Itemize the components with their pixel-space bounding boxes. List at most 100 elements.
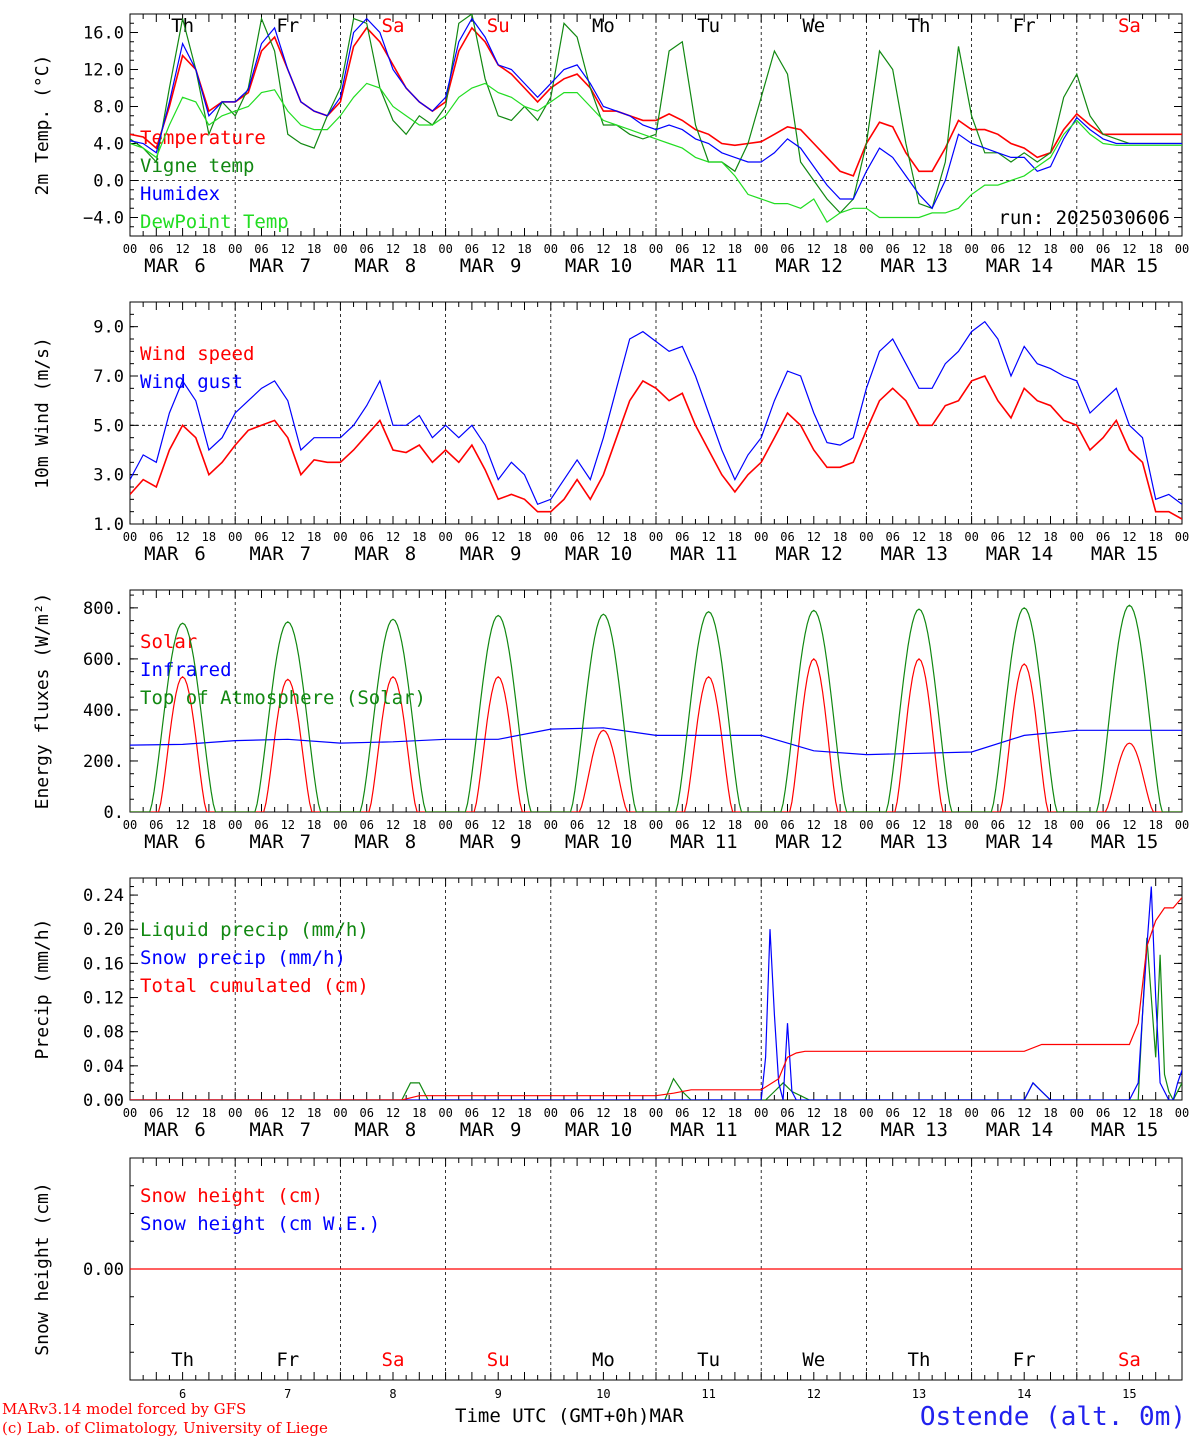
lab-credit: (c) Lab. of Climatology, University of L… — [2, 1419, 328, 1437]
station-name: Ostende (alt. 0m) — [919, 1402, 1186, 1432]
day-number-label: 14 — [1030, 543, 1053, 565]
hour-tick-label: 18 — [622, 1106, 636, 1120]
day-number-label: 12 — [820, 255, 843, 277]
month-label: MAR — [986, 543, 1021, 565]
day-number-label: 14 — [1030, 831, 1053, 853]
month-label: MAR — [460, 1119, 495, 1141]
month-label: MAR — [144, 255, 179, 277]
hour-tick-label: 12 — [491, 242, 505, 256]
hour-tick-label: 06 — [359, 1106, 373, 1120]
series-line-wind-speed — [130, 375, 1182, 520]
model-credit: MARv3.14 model forced by GFS — [2, 1400, 247, 1418]
month-label: MAR — [355, 543, 390, 565]
month-label: MAR — [1091, 543, 1126, 565]
hour-tick-label: 06 — [254, 530, 268, 544]
hour-tick-label: 12 — [701, 818, 715, 832]
month-label: MAR — [144, 831, 179, 853]
legend-entry: Solar — [140, 631, 197, 653]
y-axis-label: 10m Wind (m/s) — [32, 337, 53, 489]
hour-tick-label: 12 — [491, 1106, 505, 1120]
hour-tick-label: 00 — [859, 818, 873, 832]
day-number-label: 11 — [701, 1387, 715, 1401]
y-tick-label: 5.0 — [93, 416, 124, 436]
hour-tick-label: 06 — [1096, 1106, 1110, 1120]
y-axis-label: Snow height (cm) — [32, 1182, 53, 1355]
hour-tick-label: 18 — [728, 242, 742, 256]
hour-tick-label: 06 — [359, 242, 373, 256]
hour-tick-label: 18 — [1043, 242, 1057, 256]
hour-tick-label: 12 — [175, 530, 189, 544]
y-tick-label: 0.24 — [83, 886, 124, 906]
hour-tick-label: 12 — [175, 242, 189, 256]
day-number-label: 8 — [405, 1119, 416, 1141]
hour-tick-label: 18 — [517, 1106, 531, 1120]
hour-tick-label: 18 — [517, 242, 531, 256]
legend-entry: Infrared — [140, 659, 232, 681]
day-number-label: 7 — [284, 1387, 291, 1401]
day-number-label: 14 — [1017, 1387, 1031, 1401]
weekday-label: Tu — [697, 15, 720, 37]
legend-entry: DewPoint Temp — [140, 211, 289, 233]
hour-tick-label: 00 — [544, 530, 558, 544]
hour-tick-label: 18 — [307, 818, 321, 832]
legend-entry: Temperature — [140, 127, 266, 149]
weekday-label: Th — [908, 15, 931, 37]
y-tick-label: 0.00 — [83, 1260, 124, 1280]
hour-tick-label: 18 — [1043, 530, 1057, 544]
weekday-label: We — [802, 1349, 825, 1371]
day-number-label: 11 — [715, 255, 738, 277]
day-number-label: 9 — [495, 1387, 502, 1401]
day-number-label: 6 — [194, 543, 205, 565]
legend-entry: Top of Atmosphere (Solar) — [140, 687, 426, 709]
y-axis-label: Precip (mm/h) — [32, 919, 53, 1060]
hour-tick-label: 00 — [649, 1106, 663, 1120]
y-tick-label: 0.00 — [83, 1091, 124, 1111]
hour-tick-label: 18 — [938, 818, 952, 832]
month-label: MAR — [670, 543, 705, 565]
month-label: MAR — [565, 543, 600, 565]
hour-tick-label: 00 — [228, 242, 242, 256]
hour-tick-label: 00 — [333, 242, 347, 256]
hour-tick-label: 00 — [123, 1106, 137, 1120]
month-label: MAR — [986, 831, 1021, 853]
weekday-label: Th — [171, 1349, 194, 1371]
day-number-label: 13 — [925, 1119, 948, 1141]
hour-tick-label: 18 — [202, 242, 216, 256]
hour-tick-label: 06 — [465, 530, 479, 544]
legend-entry: Vigne temp — [140, 155, 254, 177]
month-label: MAR — [355, 831, 390, 853]
hour-tick-label: 18 — [307, 242, 321, 256]
day-number-label: 7 — [300, 255, 311, 277]
hour-tick-label: 06 — [570, 818, 584, 832]
hour-tick-label: 18 — [412, 242, 426, 256]
month-label: MAR — [881, 255, 916, 277]
legend-entry: Snow height (cm) — [140, 1185, 323, 1207]
y-tick-label: 16.0 — [83, 24, 124, 44]
hour-tick-label: 06 — [675, 242, 689, 256]
hour-tick-label: 06 — [1096, 530, 1110, 544]
series-line-total-cumulated-cm- — [130, 897, 1182, 1100]
hour-tick-label: 18 — [938, 242, 952, 256]
day-number-label: 8 — [405, 831, 416, 853]
hour-tick-label: 06 — [780, 530, 794, 544]
month-label: MAR — [775, 831, 810, 853]
month-label: MAR — [460, 831, 495, 853]
hour-tick-label: 06 — [570, 242, 584, 256]
day-number-label: 13 — [925, 543, 948, 565]
weekday-label: Fr — [1013, 15, 1036, 37]
hour-tick-label: 06 — [991, 242, 1005, 256]
hour-tick-label: 06 — [1096, 818, 1110, 832]
series-line-solar — [130, 658, 1182, 812]
hour-tick-label: 18 — [622, 818, 636, 832]
hour-tick-label: 06 — [465, 1106, 479, 1120]
hour-tick-label: 00 — [964, 242, 978, 256]
hour-tick-label: 12 — [912, 818, 926, 832]
panel-1: −4.0 0.0 4.0 8.0 12.0 16.0 2m Temp. (°C) 00 06 12… — [32, 13, 1189, 277]
panel-5: 0.00 Snow height (cm) Th Fr Sa Su Mo Tu We Th Fr Sa… — [32, 1157, 1183, 1401]
month-label: MAR — [1091, 255, 1126, 277]
day-number-label: 10 — [596, 1387, 610, 1401]
month-label: MAR — [670, 1119, 705, 1141]
hour-tick-label: 18 — [728, 530, 742, 544]
day-number-label: 10 — [609, 831, 632, 853]
